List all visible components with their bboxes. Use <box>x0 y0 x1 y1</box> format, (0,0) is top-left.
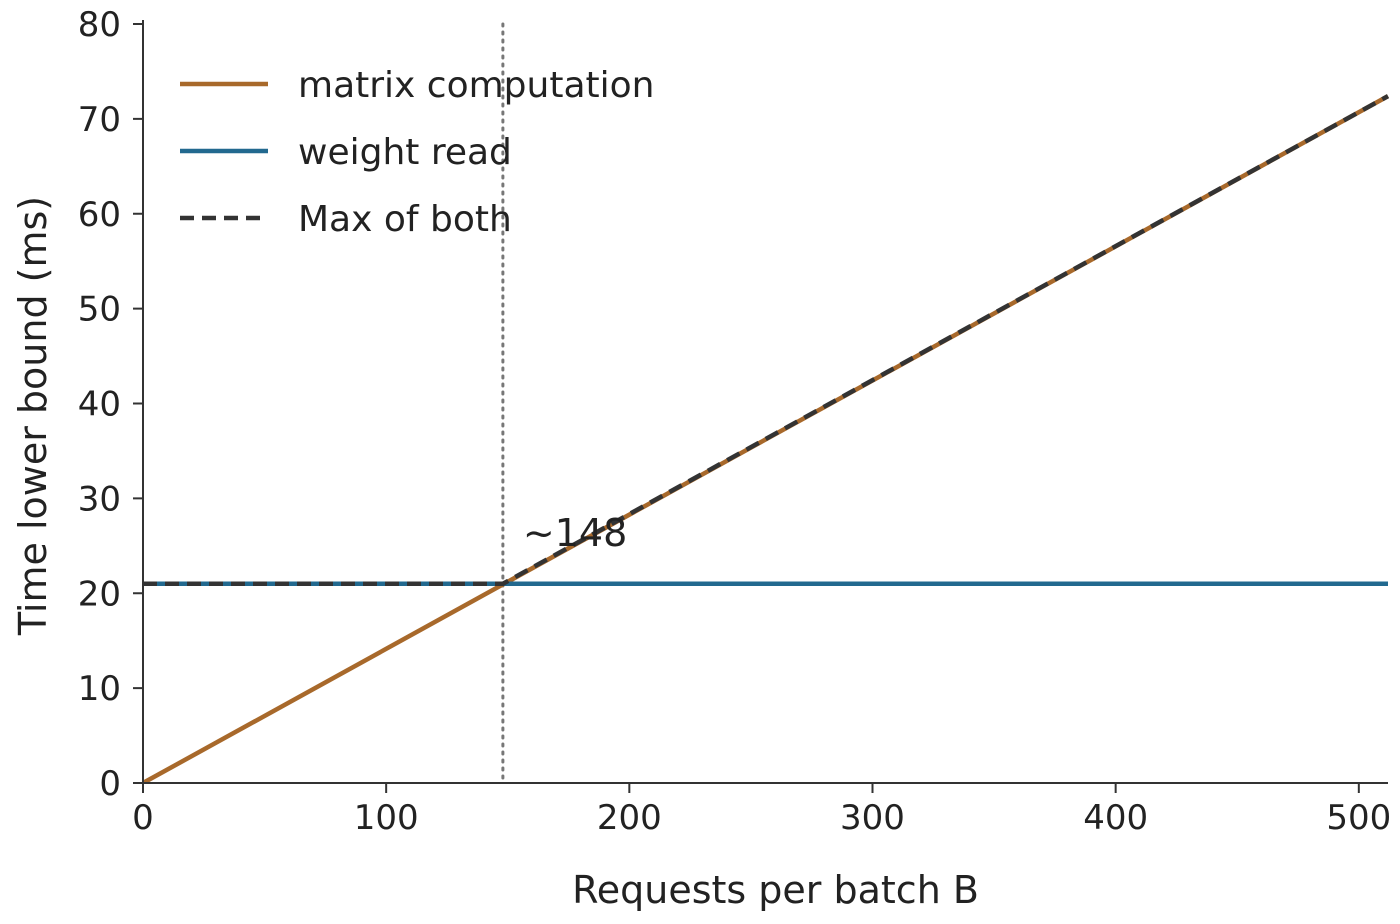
x-tick-label: 300 <box>840 798 905 838</box>
x-tick-label: 0 <box>132 798 154 838</box>
y-tick-label: 60 <box>78 195 121 235</box>
y-tick-label: 30 <box>78 479 121 519</box>
crossover-annotation: ~148 <box>523 511 627 555</box>
axes <box>142 20 1388 784</box>
series-layer <box>143 94 1390 783</box>
series-line-max-of-both <box>143 94 1390 587</box>
ticks: 0 100 200 300 400 500 0 10 20 30 40 50 60 70 80 <box>78 5 1392 838</box>
x-tick-label: 500 <box>1326 798 1391 838</box>
legend-label: Max of both <box>298 199 512 240</box>
annotations: ~148 <box>523 511 627 555</box>
legend-label: matrix computation <box>298 65 654 106</box>
y-tick-label: 0 <box>99 764 121 804</box>
legend: matrix computation weight read Max of both <box>180 65 654 240</box>
legend-label: weight read <box>298 132 512 173</box>
legend-item: weight read <box>180 132 512 173</box>
legend-item: matrix computation <box>180 65 654 106</box>
legend-item: Max of both <box>180 199 512 240</box>
x-tick-label: 400 <box>1083 798 1148 838</box>
x-tick-label: 200 <box>597 798 662 838</box>
y-tick-label: 80 <box>78 5 121 45</box>
y-tick-label: 70 <box>78 100 121 140</box>
y-axis-title: Time lower bound (ms) <box>11 196 55 636</box>
y-tick-label: 40 <box>78 385 121 425</box>
y-tick-label: 20 <box>78 574 121 614</box>
x-axis-title: Requests per batch B <box>572 868 979 912</box>
x-tick-label: 100 <box>354 798 419 838</box>
y-tick-label: 50 <box>78 290 121 330</box>
y-tick-label: 10 <box>78 669 121 709</box>
axis-titles: Requests per batch B Time lower bound (ms… <box>11 196 979 912</box>
